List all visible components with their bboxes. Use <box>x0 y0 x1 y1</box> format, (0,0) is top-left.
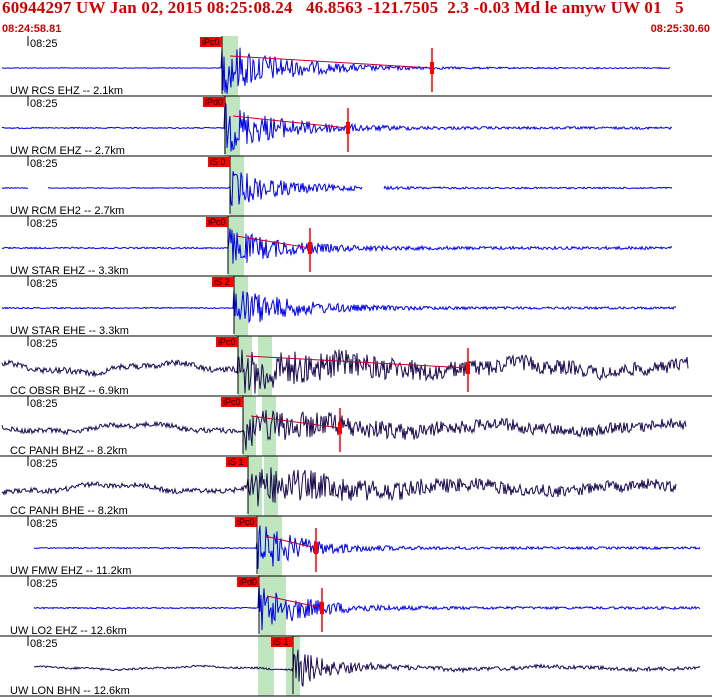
minute-label: 08:25 <box>30 218 58 230</box>
pick-flag[interactable] <box>212 277 234 287</box>
pick-flag[interactable] <box>271 637 293 647</box>
channel-label: UW RCS EHZ -- 2.1km <box>10 85 123 97</box>
channel-label: UW FMW EHZ -- 11.2km <box>10 565 131 577</box>
event-title: 60944297 UW Jan 02, 2015 08:25:08.24 46.… <box>2 0 684 17</box>
coda-marker-block <box>346 122 350 134</box>
waveform <box>33 582 701 631</box>
channel-label: CC OBSR BHZ -- 6.9km <box>10 385 129 397</box>
pick-label: iPc0 <box>237 517 255 527</box>
pick-flag[interactable] <box>237 577 259 587</box>
coda-fit-line <box>250 415 341 429</box>
end-time: 08:25:30.60 <box>650 23 710 35</box>
channel-label: CC PANH BHE -- 8.2km <box>10 505 128 517</box>
coda-fit-line <box>229 55 433 69</box>
minute-label: 08:25 <box>30 458 58 470</box>
pick-label: iPc0 <box>218 337 236 347</box>
channel-label: UW STAR EHZ -- 3.3km <box>10 265 128 277</box>
pick-label: iPc0 <box>208 217 226 227</box>
pick-flag[interactable] <box>235 517 257 527</box>
coda-marker-block <box>314 542 318 554</box>
pick-label: iPc0 <box>223 397 241 407</box>
window-highlight <box>228 216 244 276</box>
waveform <box>1 467 677 507</box>
minute-label: 08:25 <box>30 518 58 530</box>
minute-label: 08:25 <box>30 38 58 50</box>
minute-label: 08:25 <box>30 98 58 110</box>
waveform <box>1 47 671 94</box>
waveform <box>33 525 701 569</box>
window-highlight <box>230 156 244 216</box>
minute-label: 08:25 <box>30 578 58 590</box>
channel-label: UW LO2 EHZ -- 12.6km <box>10 625 127 637</box>
waveform <box>1 349 689 394</box>
pick-flag[interactable] <box>208 157 230 167</box>
waveform <box>1 410 687 451</box>
pick-flag[interactable] <box>216 337 238 347</box>
channel-label: UW RCM EHZ -- 2.7km <box>10 145 125 157</box>
pick-flag[interactable] <box>226 457 248 467</box>
coda-marker-block <box>338 422 342 434</box>
coda-marker-block <box>320 602 324 614</box>
pick-flag[interactable] <box>221 397 243 407</box>
window-highlight <box>258 636 270 696</box>
window-highlight <box>262 396 276 456</box>
pick-label: iPd0 <box>239 577 257 587</box>
window-highlight <box>268 516 282 576</box>
coda-fit-line <box>235 235 311 249</box>
minute-label: 08:25 <box>30 158 58 170</box>
pick-label: iPc0 <box>202 37 220 47</box>
window-highlight <box>234 276 248 336</box>
start-time: 08:24:58.81 <box>2 23 62 35</box>
channel-label: UW LON BHN -- 12.6km <box>10 685 130 697</box>
pick-label: iS 1 <box>228 457 244 467</box>
pick-label: iS 1 <box>273 637 289 647</box>
coda-marker-block <box>308 242 312 254</box>
coda-marker-block <box>466 362 470 374</box>
channel-label: UW RCM EH2 -- 2.7km <box>10 205 124 217</box>
waveform <box>1 171 673 206</box>
coda-fit-line <box>232 115 349 129</box>
window-highlight <box>248 456 262 516</box>
pick-label: iS 0 <box>210 157 226 167</box>
pick-flag[interactable] <box>200 37 222 47</box>
channel-label: UW STAR EHE -- 3.3km <box>10 325 129 337</box>
pick-label: iS 2 <box>214 277 230 287</box>
minute-label: 08:25 <box>30 278 58 290</box>
waveform <box>33 649 701 687</box>
minute-label: 08:25 <box>30 638 58 650</box>
minute-label: 08:25 <box>30 398 58 410</box>
coda-fit-line <box>264 535 317 549</box>
channel-label: CC PANH BHZ -- 8.2km <box>10 445 127 457</box>
waveform <box>1 289 677 324</box>
coda-fit-line <box>245 355 469 369</box>
pick-flag[interactable] <box>203 97 225 107</box>
pick-flag[interactable] <box>206 217 228 227</box>
window-highlight <box>272 576 286 636</box>
pick-label: iPd0 <box>205 97 223 107</box>
waveform <box>1 228 673 264</box>
coda-marker-block <box>430 62 434 74</box>
coda-fit-line <box>266 595 323 609</box>
minute-label: 08:25 <box>30 338 58 350</box>
